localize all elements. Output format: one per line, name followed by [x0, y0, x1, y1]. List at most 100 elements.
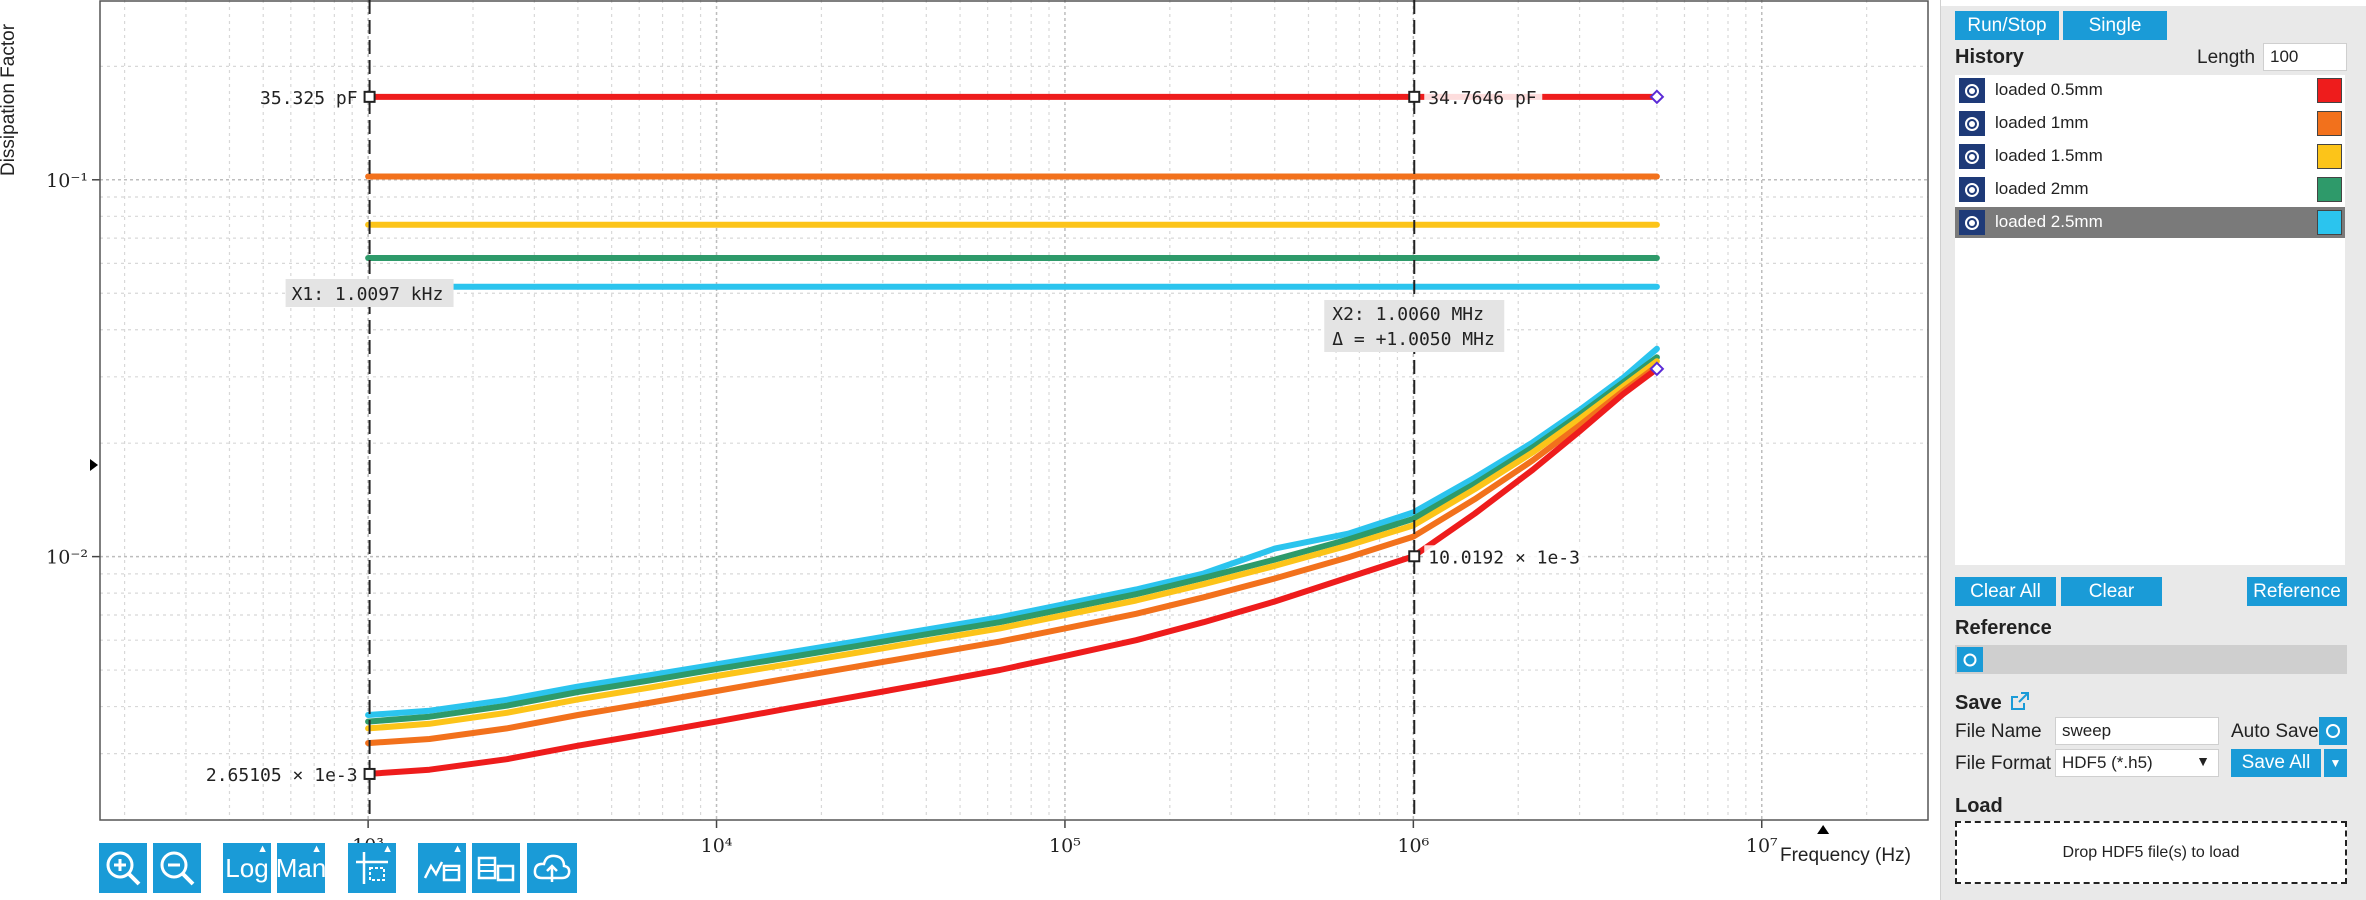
marker-value-label: 2.65105 × 1e-3	[206, 765, 358, 786]
series-line	[365, 363, 1660, 747]
zoom-in-icon	[106, 851, 141, 886]
log-scale-button[interactable]: Log ▲	[223, 843, 271, 893]
run-stop-button[interactable]: Run/Stop	[1955, 11, 2059, 40]
history-visibility-toggle[interactable]	[1959, 111, 1985, 136]
triangle-up-icon: ▲	[311, 843, 322, 855]
cloud-upload-button[interactable]	[527, 843, 577, 893]
export-plot-button[interactable]: ▲	[418, 843, 466, 893]
marker-label-bg	[1424, 545, 1587, 568]
export-plot-icon	[423, 861, 461, 882]
history-item[interactable]: loaded 2.5mm	[1955, 207, 2345, 238]
x-tick-label: 10⁵	[1049, 835, 1081, 857]
save-all-button[interactable]: Save All	[2231, 749, 2321, 777]
cursor-delta-label: Δ = +1.0050 MHz	[1332, 329, 1495, 350]
y-axis-arrow-icon	[90, 459, 98, 472]
log-scale-label: Log	[225, 852, 269, 883]
end-marker-diamond	[1649, 89, 1665, 105]
history-title: History	[1955, 46, 2024, 68]
radio-checked-icon	[1965, 182, 1979, 197]
history-item[interactable]: loaded 1mm	[1955, 108, 2345, 139]
series-line	[365, 354, 1660, 725]
history-item-label: loaded 0.5mm	[1995, 80, 2103, 99]
cursor-x1-label-box	[285, 279, 454, 307]
history-list: loaded 0.5mm loaded 1mm loaded 1.5mm loaded…	[1941, 75, 2366, 565]
x-axis-label: Frequency (Hz)	[1780, 845, 1911, 866]
save-all-dropdown-button[interactable]: ▼	[2324, 749, 2347, 777]
y-tick-label: 10⁻¹	[46, 170, 88, 192]
plot-frame	[99, 0, 1929, 821]
cursor-icon	[356, 852, 388, 884]
history-color-swatch[interactable]	[2317, 144, 2342, 169]
reference-row	[1955, 645, 2347, 674]
y-tick-label: 10⁻²	[46, 547, 88, 569]
history-item-label: loaded 2.5mm	[1995, 212, 2103, 231]
triangle-up-icon: ▲	[382, 843, 393, 855]
x-tick-label: 10⁷	[1746, 835, 1778, 857]
cloud-upload-icon	[533, 854, 571, 882]
file-format-label: File Format	[1955, 753, 2052, 774]
control-panel: Run/Stop Single History Length 100 loade…	[1940, 0, 2366, 900]
history-item-label: loaded 2mm	[1995, 179, 2089, 198]
history-color-swatch[interactable]	[2317, 177, 2342, 202]
file-name-input[interactable]: sweep	[2055, 717, 2219, 745]
y-axis-label: Dissipation Factor	[0, 23, 19, 177]
save-title: Save	[1955, 692, 2002, 714]
load-title: Load	[1955, 795, 2003, 817]
drop-zone-text: Drop HDF5 file(s) to load	[2062, 843, 2240, 861]
reference-button[interactable]: Reference	[2247, 577, 2347, 606]
clear-all-button[interactable]: Clear All	[1955, 577, 2056, 606]
history-visibility-toggle[interactable]	[1959, 210, 1985, 235]
radio-checked-icon	[1965, 116, 1979, 131]
history-color-swatch[interactable]	[2317, 210, 2342, 235]
single-button[interactable]: Single	[2063, 11, 2167, 40]
manual-scale-button[interactable]: Man ▲	[275, 843, 327, 893]
dropdown-arrow-icon: ▼	[2196, 753, 2210, 769]
radio-checked-icon	[1965, 149, 1979, 164]
x-tick-label: 10⁴	[701, 835, 733, 857]
plot-svg[interactable]: 10³10⁴10⁵10⁶10⁷10⁻¹10⁻²X1: 1.0097 kHzX2:…	[0, 0, 1940, 900]
manual-scale-label: Man	[275, 852, 327, 883]
marker-label-bg	[1424, 85, 1543, 108]
zoom-out-button[interactable]	[153, 843, 201, 893]
cursor-marker	[1408, 90, 1421, 103]
history-item-label: loaded 1.5mm	[1995, 146, 2103, 165]
export-data-button[interactable]	[472, 843, 520, 893]
history-item[interactable]: loaded 2mm	[1955, 174, 2345, 205]
history-item-label: loaded 1mm	[1995, 113, 2089, 132]
zoom-out-icon	[160, 851, 195, 886]
plot-area[interactable]: 10³10⁴10⁵10⁶10⁷10⁻¹10⁻²X1: 1.0097 kHzX2:…	[0, 0, 1940, 900]
file-format-select[interactable]: HDF5 (*.h5) ▼	[2055, 749, 2219, 777]
series-line	[365, 365, 1660, 777]
x-tick-label: 10⁶	[1397, 835, 1429, 857]
triangle-up-icon: ▲	[452, 843, 463, 855]
history-item[interactable]: loaded 1.5mm	[1955, 141, 2345, 172]
auto-save-toggle[interactable]	[2319, 717, 2347, 745]
radio-empty-icon	[2326, 724, 2340, 738]
dropdown-arrow-icon: ▼	[2329, 756, 2342, 770]
history-color-swatch[interactable]	[2317, 111, 2342, 136]
drop-zone[interactable]: Drop HDF5 file(s) to load	[1955, 821, 2347, 884]
series-line	[365, 358, 1660, 732]
cursor-marker	[363, 90, 376, 103]
clear-button[interactable]: Clear	[2061, 577, 2162, 606]
length-label: Length	[2197, 47, 2256, 68]
cursor-marker	[363, 767, 376, 780]
reference-radio[interactable]	[1957, 647, 1983, 672]
external-link-icon[interactable]	[2009, 690, 2031, 712]
marker-value-label: 10.0192 × 1e-3	[1428, 547, 1580, 568]
cursor-marker	[1408, 550, 1421, 563]
zoom-in-button[interactable]	[99, 843, 147, 893]
cursor-button[interactable]: ▲	[348, 843, 396, 893]
history-visibility-toggle[interactable]	[1959, 78, 1985, 103]
length-input[interactable]: 100	[2263, 43, 2347, 71]
history-visibility-toggle[interactable]	[1959, 144, 1985, 169]
triangle-up-icon: ▲	[257, 843, 268, 855]
history-visibility-toggle[interactable]	[1959, 177, 1985, 202]
marker-value-label: 34.7646 pF	[1428, 88, 1536, 109]
history-item[interactable]: loaded 0.5mm	[1955, 75, 2345, 106]
marker-value-label: 35.325 pF	[260, 88, 358, 109]
history-color-swatch[interactable]	[2317, 78, 2342, 103]
radio-empty-icon	[1963, 653, 1977, 666]
auto-save-label: Auto Save	[2231, 721, 2319, 742]
cursor-x2-label-box	[1324, 300, 1505, 352]
